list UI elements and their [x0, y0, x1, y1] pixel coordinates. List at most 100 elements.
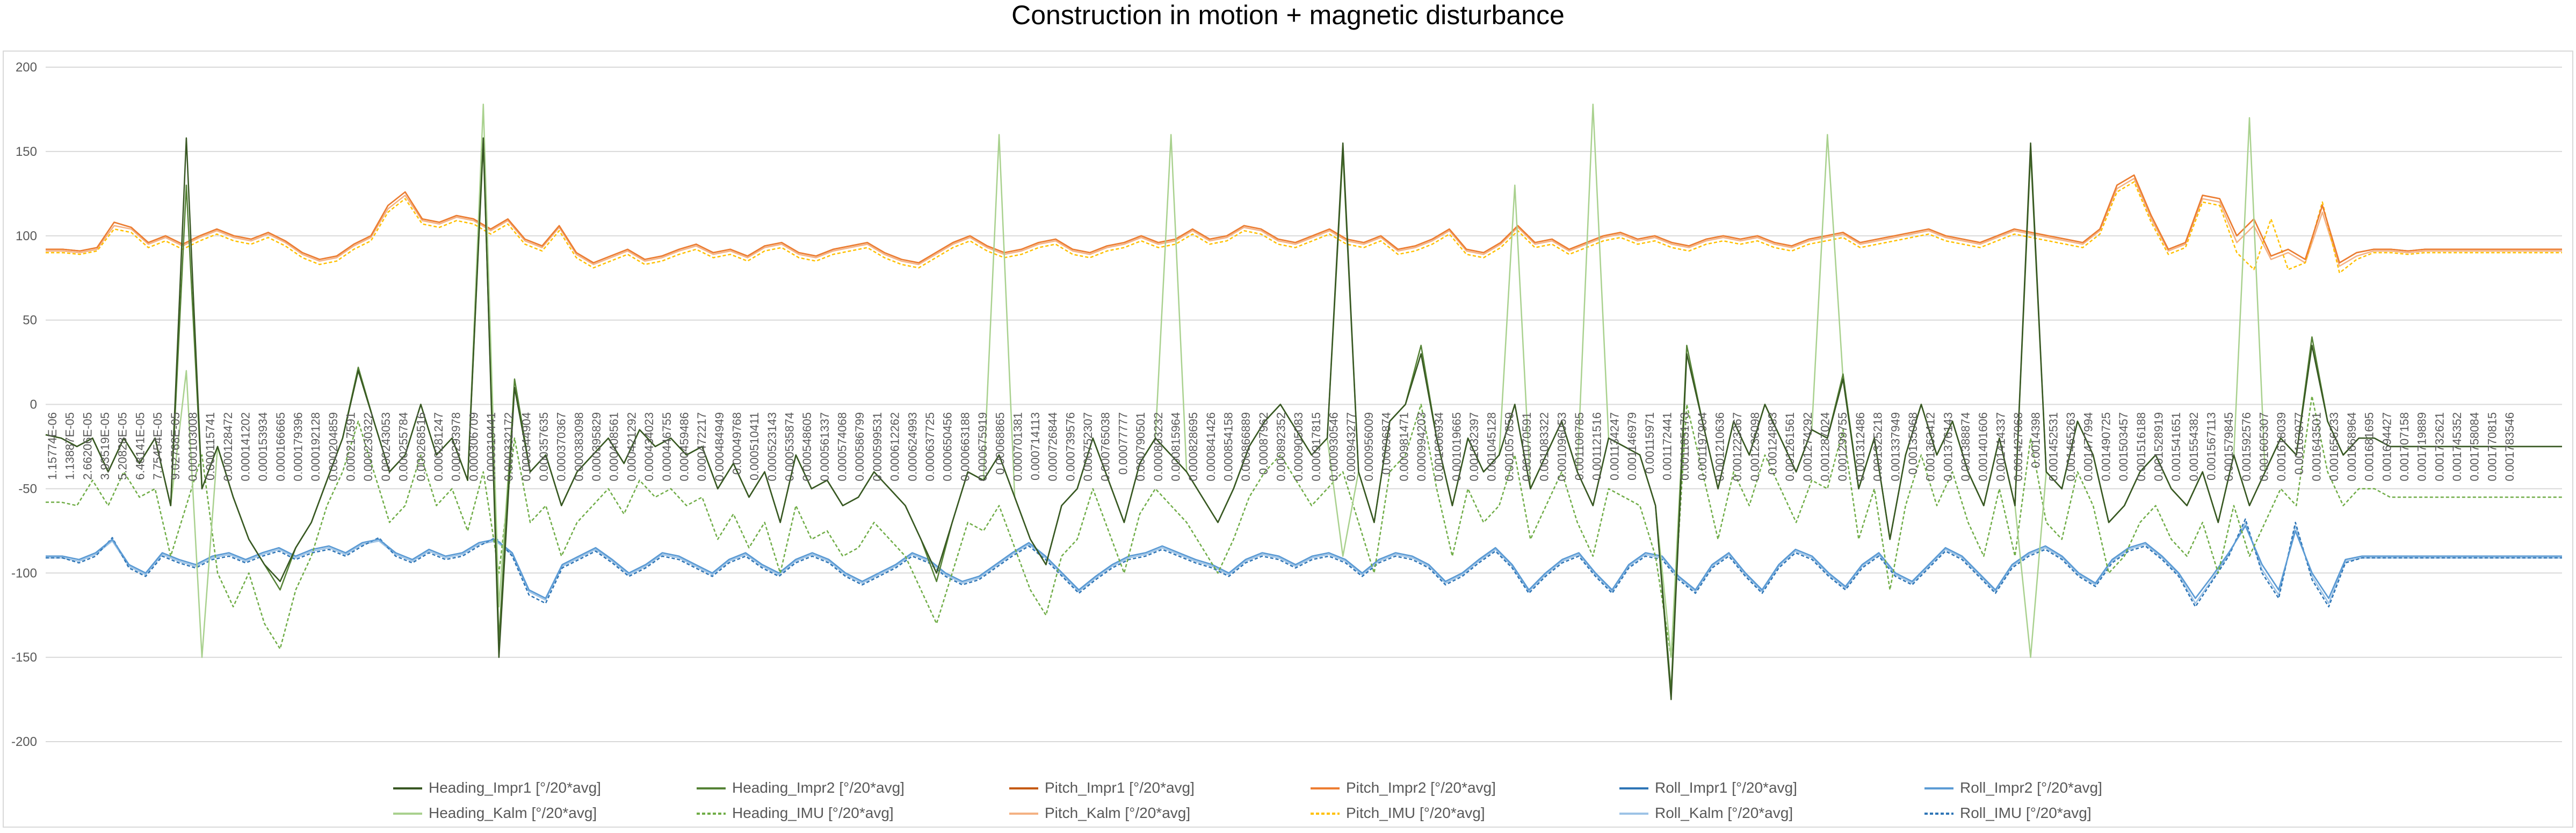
x-tick-label: 0.001172441	[1660, 412, 1674, 480]
y-tick-label: -200	[11, 735, 37, 749]
series-line-roll-impr2	[46, 525, 2562, 599]
x-tick-label: 0.000815964	[1169, 412, 1182, 481]
x-tick-label: 0.00115971	[1643, 412, 1656, 474]
x-tick-label: 0.001363412	[1924, 412, 1937, 481]
x-tick-label: 0.000561337	[818, 412, 831, 481]
x-tick-label: 0.000230322	[361, 412, 375, 481]
x-tick-label: 0.001121516	[1590, 412, 1604, 480]
x-tick-label: 0.001236098	[1748, 412, 1762, 481]
grid	[46, 67, 2562, 742]
x-tick-label: 0.000943277	[1344, 412, 1358, 481]
y-tick-label: -50	[18, 482, 37, 496]
x-axis-ticks: 1.15774E-06 1.13887E-05 2.66206E-05 3.93519…	[46, 412, 2516, 481]
x-tick-label: 0.001274292	[1801, 412, 1814, 481]
x-tick-label: 0.000714113	[1029, 412, 1042, 480]
x-tick-label: 0.000141202	[239, 412, 252, 481]
x-tick-label: 0.001694427	[2380, 412, 2393, 481]
x-tick-label: 0.000357635	[537, 412, 551, 481]
x-tick-label: 0.001465263	[2064, 412, 2078, 481]
x-tick-label: 0.000523143	[765, 412, 779, 481]
x-tick-label: 0.000624993	[906, 412, 919, 481]
y-tick-label: 100	[16, 229, 37, 243]
series-layer	[45, 103, 2562, 700]
x-tick-label: 0.001579845	[2222, 412, 2235, 481]
legend-label: Roll_Kalm [°/20*avg]	[1655, 805, 1793, 821]
x-tick-label: 0.000408561	[607, 412, 621, 481]
x-tick-label: 0.000981471	[1397, 412, 1410, 481]
x-tick-label: 0.00163077	[2292, 412, 2306, 475]
x-tick-label: 0.000306709	[467, 412, 480, 481]
x-tick-label: 0.000892352	[1275, 412, 1288, 481]
x-tick-label: 6.48141E-05	[133, 412, 147, 480]
x-tick-label: 0.001108785	[1573, 412, 1586, 480]
x-tick-label: 0.001732621	[2433, 412, 2446, 481]
x-tick-label: 0.001656233	[2327, 412, 2341, 481]
x-tick-label: 0.001681695	[2363, 412, 2376, 481]
series-line-pitch-kalm	[46, 177, 2562, 267]
x-tick-label: 0.000854158	[1222, 412, 1235, 481]
x-tick-label: 5.20828E-05	[116, 412, 129, 480]
x-tick-label: 0.001287024	[1819, 412, 1832, 481]
x-tick-label: 0.000421292	[625, 412, 638, 481]
x-tick-label: 0.000319441	[484, 412, 498, 481]
x-tick-label: 0.001185173	[1678, 412, 1691, 480]
x-tick-label: 0.000103008	[186, 412, 199, 481]
chart-border	[3, 51, 2573, 828]
x-tick-label: 0.001618039	[2275, 412, 2288, 481]
x-tick-label: 0.000204859	[327, 412, 340, 481]
x-tick-label: 0.000383098	[572, 412, 585, 481]
x-tick-label: 0.000612262	[888, 412, 902, 481]
x-tick-label: 0.000752307	[1081, 412, 1095, 481]
x-tick-label: 0.001401606	[1977, 412, 1990, 481]
x-tick-label: 0.000828695	[1186, 412, 1200, 481]
x-tick-label: 0.000803232	[1152, 412, 1165, 481]
x-tick-label: 0.000574068	[836, 412, 849, 481]
x-tick-label: 0.001083322	[1538, 412, 1551, 481]
x-tick-label: 0.000179396	[292, 412, 305, 481]
x-tick-label: 0.000268516	[414, 412, 428, 481]
x-tick-label: 0.001427068	[2011, 412, 2025, 481]
x-tick-label: 0.001758084	[2468, 412, 2481, 481]
x-tick-label: 0.000344904	[519, 412, 533, 481]
legend-label: Pitch_IMU [°/20*avg]	[1346, 805, 1485, 821]
x-tick-label: 0.000701381	[1011, 412, 1024, 481]
x-tick-label: 0.000166665	[274, 412, 287, 481]
x-tick-label: 0.000293978	[450, 412, 463, 481]
x-tick-label: 0.001452531	[2046, 412, 2060, 481]
x-tick-label: 0.000765038	[1099, 412, 1112, 481]
x-tick-label: 0.001516188	[2134, 412, 2148, 481]
y-tick-label: -100	[11, 566, 37, 580]
x-tick-label: 0.00068865	[994, 412, 1007, 475]
x-tick-label: 0.000128472	[221, 412, 235, 481]
x-tick-label: 0.001668964	[2345, 412, 2358, 481]
series-line-heading-imu	[46, 395, 2562, 658]
legend-label: Roll_Impr2 [°/20*avg]	[1960, 779, 2102, 796]
x-tick-label: 0.000281247	[432, 412, 445, 481]
legend-label: Pitch_Kalm [°/20*avg]	[1045, 805, 1190, 821]
x-tick-label: 0.001643501	[2310, 412, 2324, 481]
x-tick-label: 0.001605307	[2257, 412, 2271, 481]
x-tick-label: 0.00087962	[1257, 412, 1270, 475]
x-tick-label: 0.000446755	[660, 412, 674, 481]
x-tick-label: 0.000994203	[1415, 412, 1428, 481]
x-tick-label: 0.001146979	[1625, 412, 1639, 480]
y-axis-ticks: -200 -150 -100 -50 0 50 100 150 200	[11, 60, 37, 749]
x-tick-label: 0.00096874	[1380, 412, 1393, 475]
x-tick-label: 0.001783546	[2503, 412, 2516, 481]
x-tick-label: 0.001541651	[2169, 412, 2183, 481]
x-tick-label: 0.001134247	[1608, 412, 1621, 480]
x-tick-label: 7.75454E-05	[151, 412, 164, 480]
x-tick-label: 0.001592576	[2240, 412, 2253, 481]
x-tick-label: 0.001045128	[1485, 412, 1499, 481]
x-tick-label: 0.001006934	[1432, 412, 1446, 481]
x-tick-label: 2.66206E-05	[81, 412, 94, 480]
chart-title: Construction in motion + magnetic distur…	[1011, 0, 1565, 30]
x-tick-label: 0.001337949	[1888, 412, 1902, 481]
x-tick-label: 1.13887E-05	[63, 412, 77, 480]
series-line-heading-impr1	[45, 137, 2562, 700]
x-tick-label: 0.000332172	[502, 412, 516, 481]
x-tick-label: 0.001388874	[1959, 412, 1972, 481]
